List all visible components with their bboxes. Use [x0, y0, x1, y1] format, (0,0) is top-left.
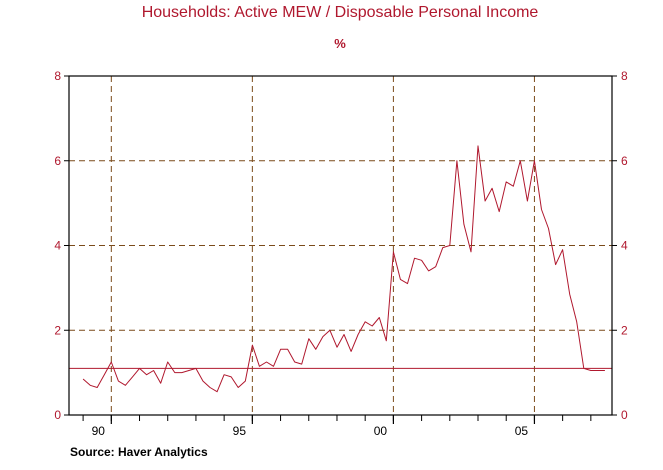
chart-unit: % — [334, 36, 346, 51]
x-tick-label: 95 — [233, 424, 247, 438]
x-axis: 90 95 00 05 — [82, 415, 592, 438]
y-axis-right: 0 2 4 6 8 — [612, 69, 628, 422]
y-tick-label-right: 4 — [621, 239, 628, 253]
x-tick-label: 00 — [374, 424, 388, 438]
gridlines — [69, 76, 612, 415]
y-tick-label: 6 — [54, 154, 61, 168]
series-line-group — [69, 145, 612, 393]
source-note: Source: Haver Analytics — [70, 445, 208, 459]
series-line — [82, 145, 605, 393]
chart-title: Households: Active MEW / Disposable Pers… — [142, 4, 539, 21]
y-tick-label-right: 6 — [621, 154, 628, 168]
y-axis-left: 0 2 4 6 8 — [54, 69, 69, 422]
x-tick-label: 05 — [515, 424, 529, 438]
y-tick-label: 8 — [54, 69, 61, 83]
y-tick-label-right: 0 — [621, 408, 628, 422]
y-tick-label-right: 2 — [621, 323, 628, 337]
y-tick-label: 2 — [54, 323, 61, 337]
y-tick-label-right: 8 — [621, 69, 628, 83]
y-tick-label: 4 — [54, 239, 61, 253]
x-tick-label: 90 — [92, 424, 106, 438]
y-tick-label: 0 — [54, 408, 61, 422]
